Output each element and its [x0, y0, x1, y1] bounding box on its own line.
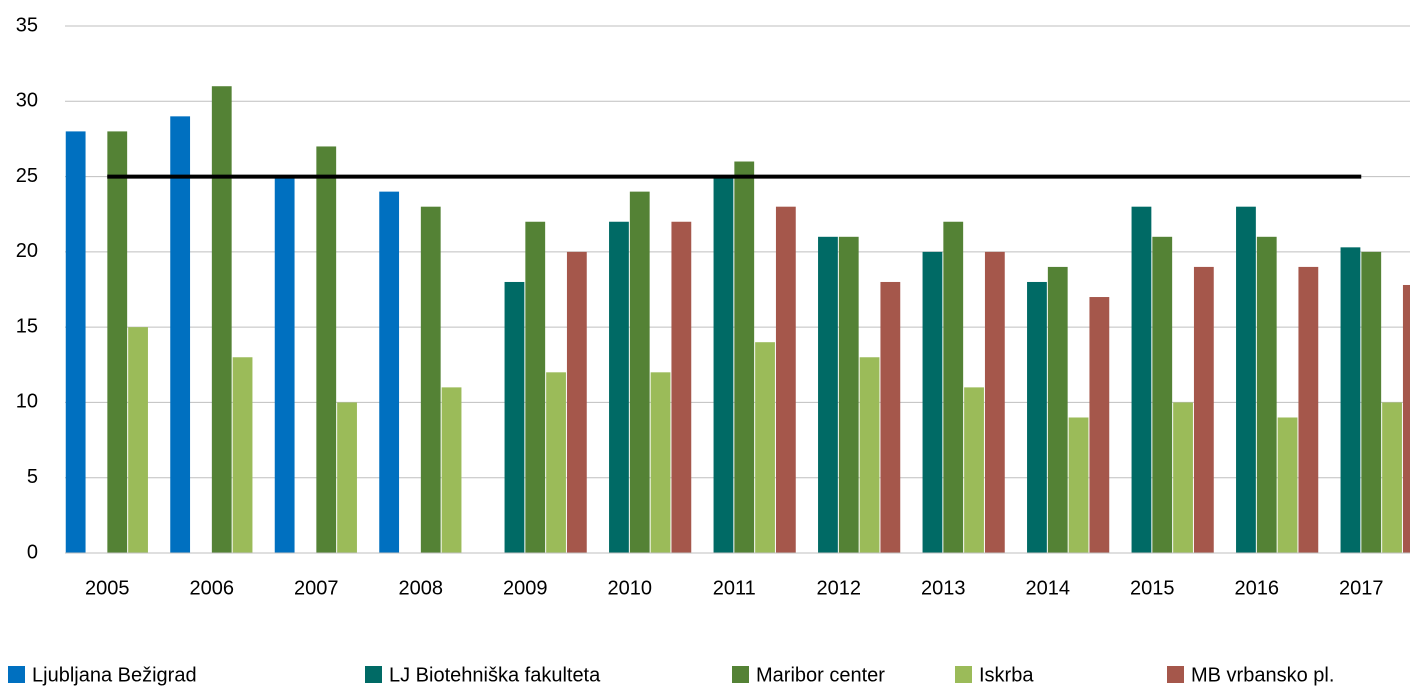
bar	[546, 372, 566, 553]
bar	[1089, 297, 1110, 553]
bar	[1361, 251, 1382, 553]
bar	[525, 221, 546, 553]
bar	[420, 206, 441, 553]
bar	[1173, 402, 1193, 553]
legend-label: Maribor center	[756, 664, 885, 686]
bar	[441, 387, 462, 553]
bar	[65, 131, 86, 553]
x-tick-label: 2013	[921, 577, 966, 599]
y-tick-label: 35	[16, 14, 38, 36]
y-tick-label: 10	[16, 391, 38, 413]
bar	[650, 372, 671, 553]
bar	[274, 176, 295, 554]
bar	[1068, 417, 1089, 553]
bar	[775, 206, 796, 553]
bar	[880, 281, 901, 553]
bar	[671, 221, 692, 553]
x-tick-label: 2007	[294, 577, 339, 599]
x-tick-label: 2015	[1130, 577, 1175, 599]
bar	[1256, 236, 1277, 554]
bar	[107, 131, 128, 553]
bar	[964, 387, 984, 553]
legend-label: LJ Biotehniška fakulteta	[389, 664, 601, 686]
y-tick-label: 15	[16, 315, 38, 337]
y-tick-label: 20	[16, 240, 38, 262]
bar	[211, 86, 232, 553]
bar	[566, 251, 587, 553]
bar	[984, 251, 1005, 553]
x-tick-label: 2009	[503, 577, 548, 599]
bar	[1236, 206, 1256, 553]
bar	[1152, 236, 1173, 554]
bar	[1277, 417, 1298, 553]
y-tick-label: 25	[16, 165, 38, 187]
x-tick-label: 2017	[1339, 577, 1384, 599]
legend-label: Iskrba	[979, 664, 1034, 686]
bar	[1298, 266, 1319, 553]
bar	[504, 281, 525, 553]
bar	[1193, 266, 1214, 553]
y-tick-label: 0	[27, 541, 38, 563]
bar	[170, 116, 191, 553]
bar	[379, 191, 400, 553]
bar	[1340, 247, 1361, 553]
x-tick-label: 2014	[1026, 577, 1071, 599]
bar	[609, 221, 629, 553]
bar	[1402, 284, 1410, 553]
y-tick-label: 30	[16, 90, 38, 112]
x-tick-label: 2006	[190, 577, 235, 599]
x-tick-label: 2012	[817, 577, 862, 599]
bar	[755, 342, 775, 553]
x-tick-label: 2010	[608, 577, 653, 599]
legend-swatch	[365, 666, 382, 683]
legend-label: Ljubljana Bežigrad	[32, 664, 197, 686]
bar	[337, 402, 357, 553]
bar	[232, 357, 253, 553]
legend-swatch	[1167, 666, 1184, 683]
plot-area	[65, 86, 1410, 554]
bar	[1047, 266, 1068, 553]
legend-swatch	[8, 666, 25, 683]
bar	[818, 236, 838, 554]
bar	[859, 357, 880, 553]
bar	[734, 161, 755, 553]
legend-label: MB vrbansko pl.	[1191, 664, 1334, 686]
x-tick-label: 2008	[399, 577, 444, 599]
bar	[629, 191, 650, 553]
bar	[316, 146, 337, 553]
y-tick-label: 5	[27, 466, 38, 488]
bar	[1027, 281, 1047, 553]
x-tick-label: 2016	[1235, 577, 1280, 599]
x-tick-label: 2005	[85, 577, 130, 599]
bar	[1131, 206, 1152, 553]
legend-swatch	[955, 666, 972, 683]
bar	[922, 251, 943, 553]
bar	[943, 221, 964, 553]
bar	[128, 327, 148, 553]
x-tick-label: 2011	[713, 577, 756, 599]
bar	[838, 236, 859, 554]
bar	[713, 176, 734, 554]
legend-swatch	[732, 666, 749, 683]
bar	[1382, 402, 1402, 553]
